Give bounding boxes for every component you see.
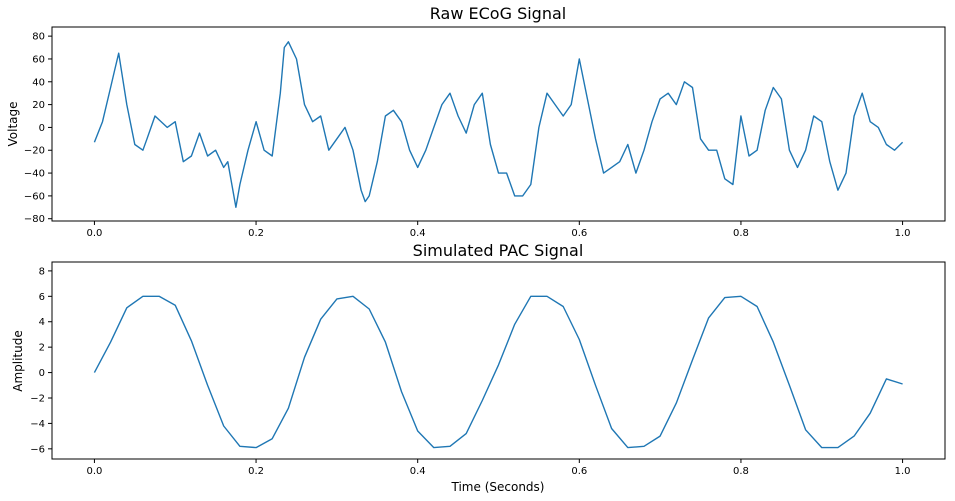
pac-ticks: 0.0 0.2 0.4 0.6 0.8 1.0 −6 −4 −2 0 2 4 6 8 xyxy=(30,266,910,477)
x-tick-label: 0.4 xyxy=(410,466,426,477)
x-tick-label: 1.0 xyxy=(895,466,911,477)
pac-axes: Simulated PAC Signal Amplitude Time (Sec… xyxy=(11,241,946,494)
raw-ecog-title: Raw ECoG Signal xyxy=(430,4,566,23)
y-tick-label: −40 xyxy=(24,169,45,180)
x-tick-label: 1.0 xyxy=(895,228,911,239)
y-tick-label: 4 xyxy=(39,317,45,328)
x-tick-label: 0.6 xyxy=(571,466,587,477)
y-tick-label: 40 xyxy=(32,77,45,88)
x-tick-label: 0.0 xyxy=(86,228,102,239)
y-tick-label: 2 xyxy=(39,343,45,354)
y-tick-label: 8 xyxy=(39,266,45,277)
raw-ecog-ticks: 0.0 0.2 0.4 0.6 0.8 1.0 −80 −60 −40 −20 0 20 40 60 80 xyxy=(24,32,911,239)
y-tick-label: 80 xyxy=(32,32,45,43)
raw-ecog-frame xyxy=(51,26,946,222)
y-tick-label: −80 xyxy=(24,214,45,225)
raw-ecog-ylabel: Voltage xyxy=(6,101,20,146)
y-tick-label: −60 xyxy=(24,191,45,202)
raw-ecog-axes: Raw ECoG Signal Voltage 0.0 0.2 0.4 0.6 0.8 1… xyxy=(6,4,946,239)
raw-ecog-series-line xyxy=(93,41,904,208)
y-tick-label: 0 xyxy=(39,368,45,379)
pac-xlabel: Time (Seconds) xyxy=(451,480,545,494)
x-tick-label: 0.0 xyxy=(86,466,102,477)
x-tick-label: 0.4 xyxy=(410,228,426,239)
y-tick-label: 0 xyxy=(39,123,45,134)
pac-title: Simulated PAC Signal xyxy=(413,241,584,260)
x-tick-label: 0.8 xyxy=(733,466,749,477)
y-tick-label: −2 xyxy=(30,393,45,404)
pac-frame xyxy=(51,261,946,460)
pac-ylabel: Amplitude xyxy=(11,330,25,392)
y-tick-label: −6 xyxy=(30,444,45,455)
y-tick-label: 6 xyxy=(39,292,45,303)
x-tick-label: 0.2 xyxy=(248,228,264,239)
pac-series-line xyxy=(93,295,903,449)
x-tick-label: 0.2 xyxy=(248,466,264,477)
y-tick-label: 60 xyxy=(32,54,45,65)
y-tick-label: −20 xyxy=(24,146,45,157)
x-tick-label: 0.8 xyxy=(733,228,749,239)
y-tick-label: −4 xyxy=(30,419,45,430)
y-tick-label: 20 xyxy=(32,100,45,111)
x-tick-label: 0.6 xyxy=(571,228,587,239)
